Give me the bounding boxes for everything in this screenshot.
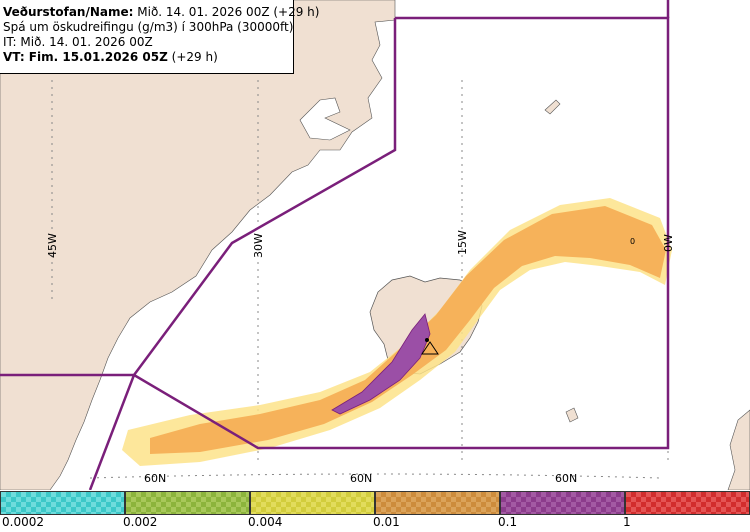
ash-plume-core [331,313,431,415]
issuer-value: Mið. 14. 01. 2026 00Z (+29 h) [133,5,320,19]
eruption-point [425,338,429,342]
ash-plume-outer [122,198,672,466]
jan-mayen-island [544,99,561,115]
plume-marker-label: 0 [630,237,635,246]
info-line-product: Spá um öskudreifingu (g/m3) í 300hPa (30… [3,20,294,34]
lat-label-3: 60N [555,472,577,485]
legend-swatch-cyan [0,491,125,515]
greenland-fjord [299,97,351,141]
legend-tick-0.0002: 0.0002 [2,515,44,529]
concentration-legend [0,490,750,532]
info-line-valid-time: VT: Fim. 15.01.2026 05Z (+29 h) [3,50,293,65]
lat-label-2: 60N [350,472,372,485]
valid-time-offset: (+29 h) [167,50,218,64]
lon-label-15w: 15W [456,230,469,255]
ash-dispersion-map: 45W 30W 15W 0W 60N 60N 60N 0 [0,0,750,490]
volcano-marker-icon [421,341,439,355]
legend-swatch-red [625,491,750,515]
lat-label-1: 60N [144,472,166,485]
norway-coast [727,409,750,490]
lon-label-0w: 0W [662,234,675,252]
legend-swatch-yellow [250,491,375,515]
faroe-islands [565,407,579,423]
forecast-info-box: Veðurstofan/Name: Mið. 14. 01. 2026 00Z … [0,0,319,74]
legend-tick-1: 1 [623,515,631,529]
valid-time-label: VT: Fim. 15.01.2026 05Z [3,50,168,64]
ash-plume-mid [150,206,666,454]
legend-tick-0.002: 0.002 [123,515,158,529]
legend-tick-0.01: 0.01 [373,515,400,529]
fir-boundary [0,0,670,490]
lon-label-45w: 45W [46,233,59,258]
legend-swatch-green [125,491,250,515]
info-line-issuer: Veðurstofan/Name: Mið. 14. 01. 2026 00Z … [3,5,319,20]
legend-swatch-orange [375,491,500,515]
issuer-label: Veðurstofan/Name: [3,5,134,19]
lon-label-30w: 30W [252,233,265,258]
legend-tick-0.1: 0.1 [498,515,518,529]
info-line-issue-time: IT: Mið. 14. 01. 2026 00Z [3,35,153,49]
legend-tick-0.004: 0.004 [248,515,283,529]
greenland-land [0,0,396,490]
legend-swatch-purple [500,491,625,515]
